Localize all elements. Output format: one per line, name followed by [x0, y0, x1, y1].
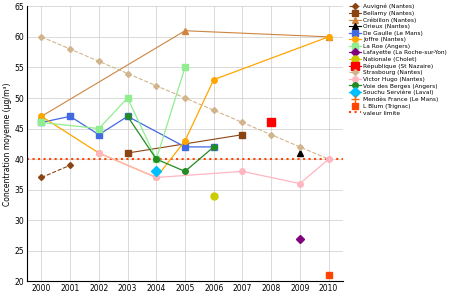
Legend: Auvigné (Nantes), Bellamy (Nantes), Crébillon (Nantes), Orieux (Nantes), De Gaul: Auvigné (Nantes), Bellamy (Nantes), Créb…: [349, 4, 447, 115]
Y-axis label: Concentration moyenne (µg/m³): Concentration moyenne (µg/m³): [3, 82, 12, 206]
